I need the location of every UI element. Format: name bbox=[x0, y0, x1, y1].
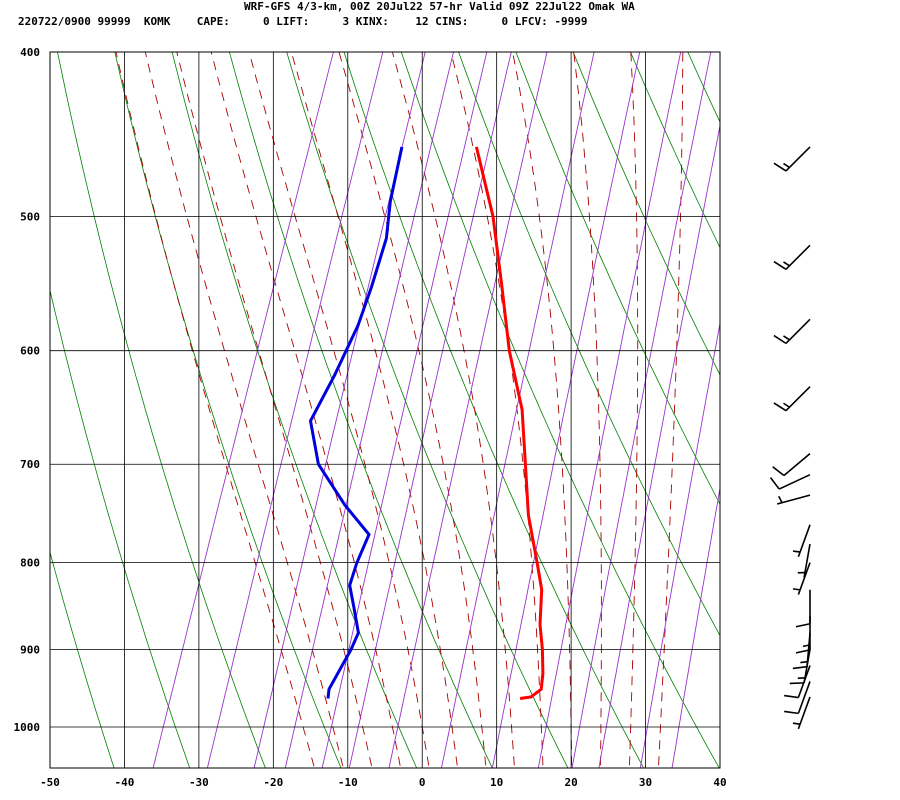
wind-barb bbox=[789, 649, 811, 685]
wind-barb bbox=[769, 473, 811, 490]
moist-adiabat bbox=[450, 52, 544, 768]
y-tick-label: 900 bbox=[20, 643, 40, 656]
moist-adiabat bbox=[248, 52, 430, 768]
wind-barb bbox=[773, 146, 811, 172]
x-tick-label: 30 bbox=[639, 776, 652, 789]
series-line bbox=[308, 146, 404, 699]
y-tick-label: 600 bbox=[20, 345, 40, 358]
wind-barb bbox=[795, 615, 811, 654]
mixing-ratio-line bbox=[571, 52, 712, 768]
mixing-ratio-line bbox=[491, 52, 641, 768]
moist-adiabat bbox=[210, 52, 402, 768]
dry-adiabat bbox=[343, 52, 645, 768]
x-tick-label: 40 bbox=[713, 776, 726, 789]
wind-barb bbox=[776, 494, 811, 505]
moist-adiabat bbox=[658, 52, 684, 768]
x-tick-label: -20 bbox=[263, 776, 283, 789]
moist-adiabat bbox=[176, 52, 373, 768]
x-tick-label: 0 bbox=[419, 776, 426, 789]
dry-adiabat bbox=[630, 52, 720, 249]
sounding-profiles bbox=[308, 146, 545, 700]
y-tick-label: 400 bbox=[20, 46, 40, 59]
mixing-ratio-line bbox=[598, 123, 720, 768]
y-tick-label: 500 bbox=[20, 210, 40, 223]
dry-adiabat bbox=[114, 52, 342, 768]
dry-adiabat bbox=[286, 52, 569, 768]
mixing-ratio-line bbox=[284, 52, 454, 768]
dry-adiabat bbox=[57, 52, 266, 768]
mixing-ratio-line bbox=[206, 52, 384, 768]
dry-adiabat bbox=[755, 0, 900, 797]
moist-adiabat bbox=[115, 52, 315, 768]
mixing-ratio-line bbox=[639, 321, 720, 768]
mixing-ratio-line bbox=[321, 52, 488, 768]
wind-barbs bbox=[769, 146, 811, 730]
wind-barb bbox=[773, 244, 811, 270]
dry-adiabat bbox=[687, 52, 720, 123]
wind-barb bbox=[792, 562, 811, 595]
wind-barb bbox=[784, 681, 811, 715]
mixing-ratio-line bbox=[388, 52, 548, 768]
mixing-ratio-line bbox=[253, 52, 426, 768]
series-line bbox=[474, 146, 545, 700]
wind-barb bbox=[773, 318, 811, 345]
dry-adiabat bbox=[572, 52, 720, 376]
moist-adiabat bbox=[629, 52, 639, 768]
chart-title: WRF-GFS 4/3-km, 00Z 20Jul22 57-hr Valid … bbox=[244, 0, 635, 13]
wind-barb bbox=[784, 665, 811, 699]
dry-adiabat bbox=[50, 288, 191, 768]
x-tick-label: -40 bbox=[115, 776, 135, 789]
y-tick-label: 1000 bbox=[14, 721, 41, 734]
sounding-indices: 220722/0900 99999 KOMK CAPE: 0 LIFT: 3 K… bbox=[18, 15, 588, 28]
x-tick-label: 10 bbox=[490, 776, 503, 789]
plot-border bbox=[49, 51, 721, 769]
x-tick-label: 20 bbox=[564, 776, 577, 789]
x-tick-label: -30 bbox=[189, 776, 209, 789]
dry-adiabat bbox=[171, 52, 418, 768]
wind-barb bbox=[797, 543, 811, 578]
dry-adiabat bbox=[400, 52, 720, 768]
dry-adiabat bbox=[228, 52, 493, 768]
plot-frame bbox=[49, 51, 721, 769]
moist-adiabat bbox=[573, 52, 602, 768]
mixing-ratio-line bbox=[348, 52, 512, 768]
moist-adiabat bbox=[290, 52, 458, 768]
dry-adiabat bbox=[50, 550, 115, 768]
y-tick-label: 800 bbox=[20, 557, 40, 570]
moist-adiabat bbox=[391, 52, 515, 768]
moist-adiabat bbox=[144, 52, 344, 768]
mixing-ratio-line bbox=[671, 485, 720, 768]
moist-adiabat bbox=[338, 52, 487, 768]
wind-barb bbox=[792, 524, 811, 558]
mixing-ratio-line bbox=[441, 52, 595, 768]
axis-tick-labels: -50 -40 -30 -20 -10 0 10 20 30 40 400 500 600 700 800 9… bbox=[14, 46, 727, 789]
y-tick-label: 700 bbox=[20, 458, 40, 471]
dry-adiabat bbox=[458, 52, 720, 637]
mixing-ratio-line bbox=[537, 52, 682, 768]
dry-adiabat bbox=[515, 52, 720, 505]
wind-barb bbox=[795, 589, 811, 628]
wind-barb bbox=[772, 453, 811, 477]
x-tick-label: -10 bbox=[338, 776, 358, 789]
wind-barb bbox=[792, 696, 811, 730]
mixing-ratio-line bbox=[152, 52, 334, 768]
wind-barb bbox=[773, 386, 811, 412]
x-tick-label: -50 bbox=[40, 776, 60, 789]
grid bbox=[49, 51, 721, 768]
